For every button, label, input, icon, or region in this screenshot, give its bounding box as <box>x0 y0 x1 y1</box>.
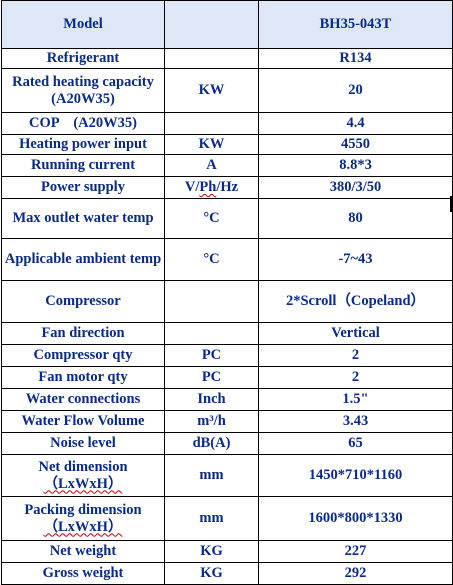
refrigerant-value: R134 <box>258 48 453 69</box>
running-current-unit: A <box>164 154 259 177</box>
table-row-water-flow-volume: Water Flow Volume m³/h 3.43 <box>1 410 453 433</box>
power-supply-unit: V/Ph/Hz <box>164 176 259 199</box>
running-current-label: Running current <box>1 154 165 177</box>
water-flow-volume-value: 3.43 <box>258 410 453 433</box>
applicable-ambient-temp-value: -7~43 <box>258 238 453 281</box>
fan-motor-qty-value: 2 <box>258 366 453 389</box>
net-dimension-label-sub: （LxWxH） <box>4 476 162 493</box>
packing-dimension-value: 1600*800*1330 <box>258 496 453 541</box>
power-supply-unit-ph: Ph <box>199 179 217 195</box>
applicable-ambient-temp-label: Applicable ambient temp <box>1 238 165 281</box>
net-dimension-unit: mm <box>164 454 259 497</box>
rated-heating-capacity-label: Rated heating capacity (A20W35) <box>1 68 165 113</box>
noise-level-value: 65 <box>258 432 453 455</box>
packing-dimension-label-cell: Packing dimension （LxWxH） <box>1 496 165 541</box>
fan-direction-label: Fan direction <box>1 322 165 345</box>
gross-weight-value: 292 <box>258 562 453 585</box>
table-row-compressor-qty: Compressor qty PC 2 <box>1 344 453 367</box>
fan-motor-qty-unit: PC <box>164 366 259 389</box>
cop-unit <box>164 112 259 135</box>
water-connections-value: 1.5" <box>258 388 453 411</box>
compressor-qty-label: Compressor qty <box>1 344 165 367</box>
table-row-noise-level: Noise level dB(A) 65 <box>1 432 453 455</box>
noise-level-unit: dB(A) <box>164 432 259 455</box>
refrigerant-label: Refrigerant <box>1 48 165 69</box>
packing-dimension-unit: mm <box>164 496 259 541</box>
table-row-compressor: Compressor 2*Scroll（Copeland） <box>1 280 453 323</box>
table-row-heating-power-input: Heating power input KW 4550 <box>1 134 453 155</box>
table-row-refrigerant: Refrigerant R134 <box>1 48 453 69</box>
heating-power-input-label: Heating power input <box>1 134 165 155</box>
fan-direction-value: Vertical <box>258 322 453 345</box>
water-flow-volume-unit: m³/h <box>164 410 259 433</box>
table-row-max-outlet-water-temp: Max outlet water temp °C 80 <box>1 198 453 239</box>
compressor-qty-value: 2 <box>258 344 453 367</box>
applicable-ambient-temp-unit: °C <box>164 238 259 281</box>
gross-weight-label: Gross weight <box>1 562 165 585</box>
fan-direction-unit <box>164 322 259 345</box>
compressor-unit <box>164 280 259 323</box>
table-row-net-weight: Net weight KG 227 <box>1 540 453 563</box>
packing-dimension-label-sub-text: （LxWxH） <box>43 518 123 535</box>
max-outlet-water-temp-unit: °C <box>164 198 259 239</box>
power-supply-label: Power supply <box>1 176 165 199</box>
net-dimension-label-cell: Net dimension （LxWxH） <box>1 454 165 497</box>
noise-level-label: Noise level <box>1 432 165 455</box>
model-unit-cell <box>164 0 259 49</box>
compressor-value: 2*Scroll（Copeland） <box>258 280 453 323</box>
table-row-fan-direction: Fan direction Vertical <box>1 322 453 345</box>
table-row-gross-weight: Gross weight KG 292 <box>1 562 453 585</box>
net-weight-unit: KG <box>164 540 259 563</box>
refrigerant-unit <box>164 48 259 69</box>
fan-motor-qty-label: Fan motor qty <box>1 366 165 389</box>
net-dimension-value: 1450*710*1160 <box>258 454 453 497</box>
table-row-applicable-ambient-temp: Applicable ambient temp °C -7~43 <box>1 238 453 281</box>
table-row-net-dimension: Net dimension （LxWxH） mm 1450*710*1160 <box>1 454 453 497</box>
compressor-qty-unit: PC <box>164 344 259 367</box>
net-dimension-label-sub-text: （LxWxH） <box>43 475 123 492</box>
model-label: Model <box>1 0 165 49</box>
water-connections-label: Water connections <box>1 388 165 411</box>
cop-label: COP (A20W35) <box>1 112 165 135</box>
heating-power-input-unit: KW <box>164 134 259 155</box>
power-supply-value: 380/3/50 <box>258 176 453 199</box>
table-row-water-connections: Water connections Inch 1.5" <box>1 388 453 411</box>
heating-power-input-value: 4550 <box>258 134 453 155</box>
net-weight-label: Net weight <box>1 540 165 563</box>
running-current-value: 8.8*3 <box>258 154 453 177</box>
rated-heating-capacity-value: 20 <box>258 68 453 113</box>
table-row-fan-motor-qty: Fan motor qty PC 2 <box>1 366 453 389</box>
net-dimension-label: Net dimension <box>38 458 128 475</box>
packing-dimension-label-sub: （LxWxH） <box>4 519 162 536</box>
table-row-running-current: Running current A 8.8*3 <box>1 154 453 177</box>
rated-heating-capacity-unit: KW <box>164 68 259 113</box>
packing-dimension-label: Packing dimension <box>24 501 142 518</box>
water-connections-unit: Inch <box>164 388 259 411</box>
power-supply-unit-text: V/Ph/Hz <box>184 179 239 195</box>
model-value: BH35-043T <box>258 0 453 49</box>
table-row-model: Model BH35-043T <box>1 0 453 49</box>
table-row-rated-heating-capacity: Rated heating capacity (A20W35) KW 20 <box>1 68 453 113</box>
max-outlet-water-temp-value: 80 <box>258 198 453 239</box>
gross-weight-unit: KG <box>164 562 259 585</box>
compressor-label: Compressor <box>1 280 165 323</box>
cop-value: 4.4 <box>258 112 453 135</box>
water-flow-volume-label: Water Flow Volume <box>1 410 165 433</box>
max-outlet-water-temp-label: Max outlet water temp <box>1 198 165 239</box>
table-row-packing-dimension: Packing dimension （LxWxH） mm 1600*800*13… <box>1 496 453 541</box>
table-row-power-supply: Power supply V/Ph/Hz 380/3/50 <box>1 176 453 199</box>
row-edge-marker <box>450 196 453 212</box>
net-weight-value: 227 <box>258 540 453 563</box>
table-row-cop: COP (A20W35) 4.4 <box>1 112 453 135</box>
